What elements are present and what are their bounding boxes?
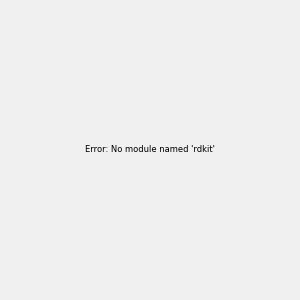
Text: Error: No module named 'rdkit': Error: No module named 'rdkit' [85,146,215,154]
